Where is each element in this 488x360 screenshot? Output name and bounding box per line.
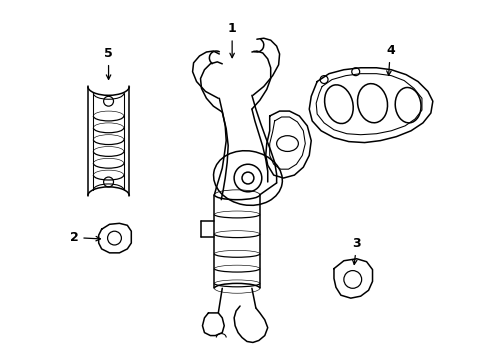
Text: 1: 1 [227,22,236,58]
Text: 2: 2 [69,231,100,244]
Text: 5: 5 [104,47,113,79]
Text: 4: 4 [385,44,394,75]
Text: 3: 3 [352,237,360,265]
